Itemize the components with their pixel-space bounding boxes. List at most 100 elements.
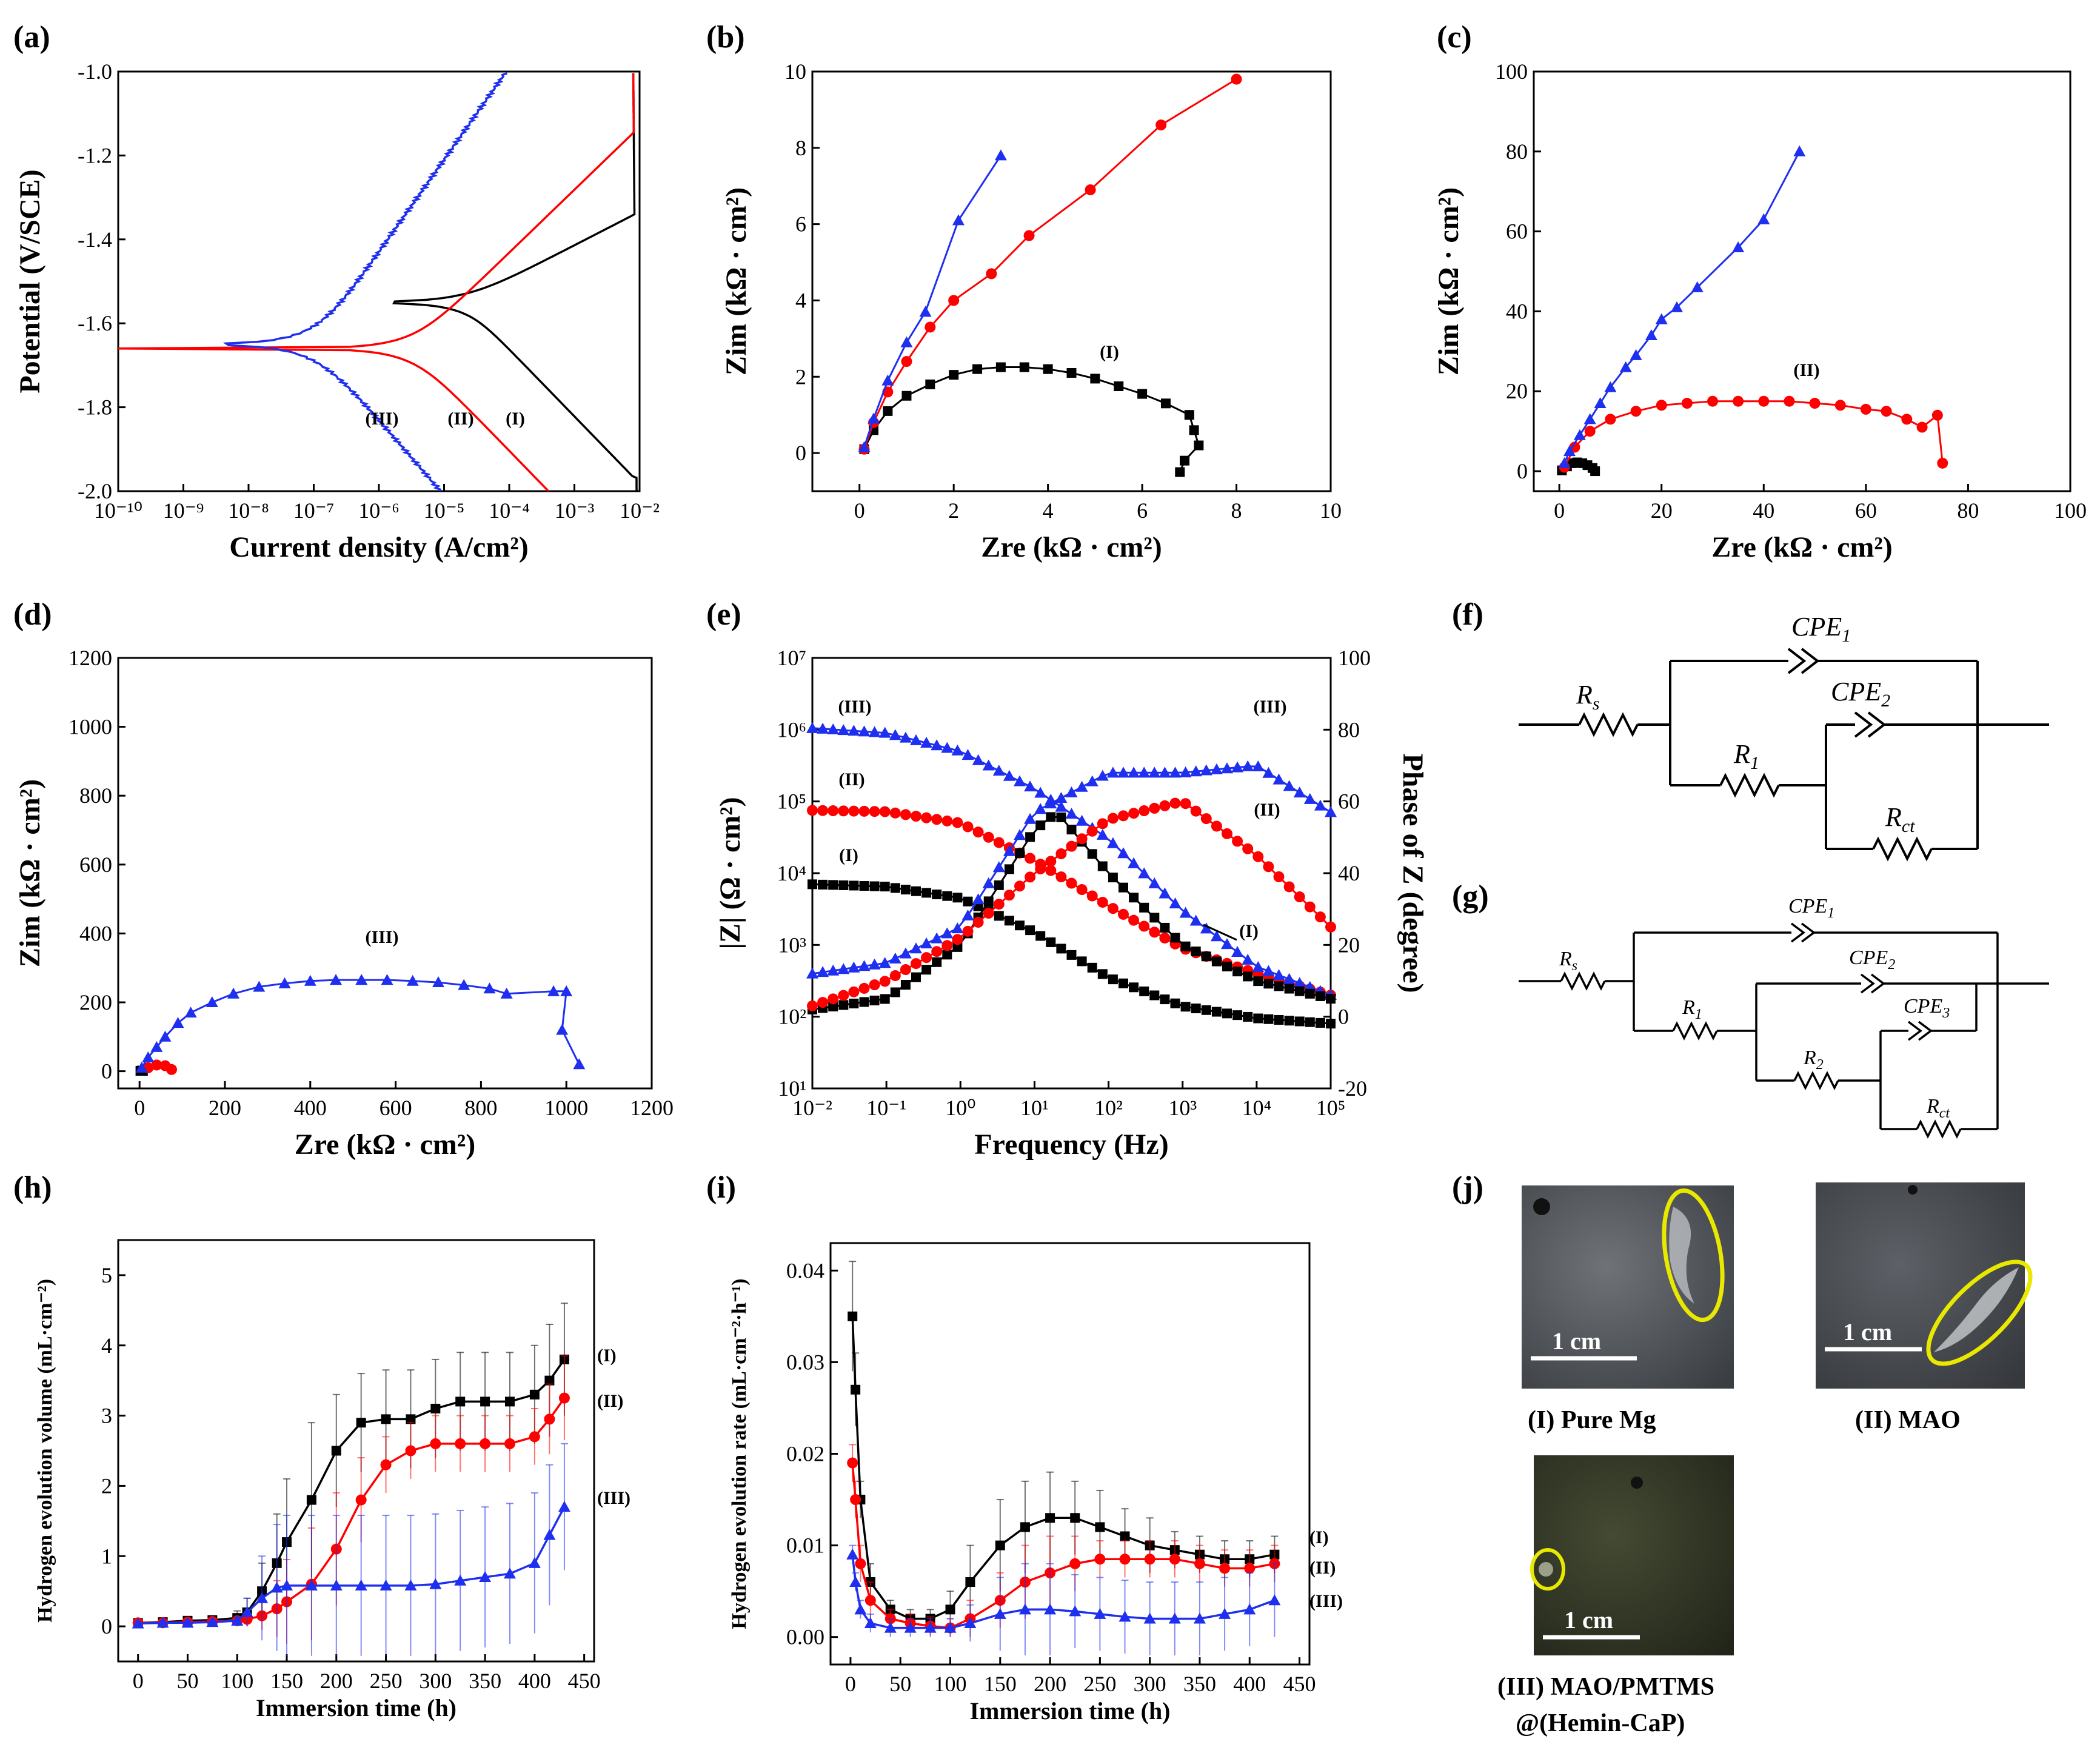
data-point [948,295,960,306]
data-point [868,958,881,970]
data-point [982,877,995,888]
corrosion-area [1934,1267,2019,1352]
data-point [849,1576,862,1587]
data-point [304,974,316,986]
photo-mao: 1 cm (II) MAO [1816,1182,2033,1434]
data-point [1244,1563,1256,1574]
data-point [355,974,368,985]
data-point [1189,765,1202,777]
data-point [558,1392,570,1404]
x-tick-label: 300 [419,1669,452,1693]
data-point [1094,1608,1106,1619]
data-point [900,964,911,976]
data-point [992,765,1005,776]
y-tick-label: -1.4 [78,227,112,252]
y-tick-label: 0 [795,441,806,465]
label-r2: R2 [1803,1047,1824,1073]
x-tick-label: 0 [134,1096,145,1120]
y-tick-label: 8 [795,136,806,160]
label-rs: Rs [1576,680,1600,714]
data-point [455,1438,466,1449]
data-point [558,1501,570,1512]
data-point [945,1604,955,1615]
x-tick-label: 450 [568,1669,601,1693]
x-tick-label: 40 [1753,498,1774,523]
data-point [543,1529,556,1540]
data-point [951,744,964,756]
data-point [1268,1594,1281,1606]
data-point [1222,961,1232,971]
series-line-1 [851,1316,1275,1620]
data-point [910,942,922,954]
y-tick-label: 3 [101,1404,112,1428]
data-point [1035,863,1046,874]
data-point [1201,951,1211,962]
y-tick-label: 10³ [778,933,806,957]
y-tick-label: 2 [101,1473,112,1498]
sample-hole [1533,1198,1550,1215]
x-tick-label: 10⁻¹ [866,1096,906,1120]
data-point [1325,806,1337,817]
data-point [1108,873,1118,883]
x-tick-label: 10³ [1168,1096,1197,1120]
y-tick-label: 0.02 [786,1442,824,1466]
data-point [1325,921,1336,933]
data-point [380,1579,392,1591]
y-tick-label: 4 [795,288,806,312]
curve-annotation: (III) [365,927,398,947]
resistor-rct [1916,1119,1962,1139]
label-rct: Rct [1885,802,1915,836]
panel-label-b: (b) [706,20,745,55]
data-point [1003,890,1015,901]
data-point [1128,808,1140,819]
x-tick-label: 10⁻¹⁰ [94,498,142,523]
data-point [380,1459,392,1470]
x-tick-label: 10⁻⁶ [358,498,400,523]
y2-tick-label: 20 [1338,933,1360,957]
y-tick-label: 800 [79,783,112,808]
data-point [869,995,880,1005]
x-tick-label: 10⁻² [792,1096,832,1120]
data-point [952,942,963,952]
data-point [1075,780,1088,792]
data-point [1784,395,1795,407]
data-point [901,356,912,367]
y-tick-label: 600 [79,853,112,877]
data-point [995,362,1006,372]
data-point [1069,1605,1082,1617]
data-point [1025,925,1035,936]
data-point [1189,914,1202,926]
data-point [838,880,849,890]
x-tick-label: 10 [1320,498,1342,523]
x-tick-label: 350 [1183,1672,1216,1696]
y-axis-label: Hydrogen evolution volume (mL·cm⁻²) [34,1279,56,1623]
data-point [1274,1014,1284,1025]
data-point [1148,877,1161,888]
label-r1: R1 [1733,739,1759,773]
curve-annotation: (I) [597,1346,617,1366]
x-tick-label: 6 [1137,498,1148,523]
data-point [458,979,470,990]
data-point [904,1621,917,1633]
data-point [547,985,560,996]
data-point [1014,880,1025,892]
curve-annotation: (II) [447,409,473,429]
y-tick-label: -1.2 [78,143,112,167]
data-point [972,754,985,765]
data-point [1070,1513,1080,1523]
data-point [1035,931,1046,941]
data-point [1219,1563,1231,1574]
data-point [355,1494,367,1506]
data-point [356,1418,366,1428]
data-point [1860,403,1871,415]
data-point [889,970,901,981]
data-point [983,896,994,907]
data-point [899,731,912,743]
panel-h-hydrogen-volume-chart: 0 50 100 150 200 250 300 350 400 450 0 1 2 3 4 5 Immersi… [34,1239,630,1722]
fit-line-3 [1563,151,1801,464]
data-point [1019,362,1029,372]
data-point [838,805,849,817]
data-point [1138,766,1151,778]
data-point [911,958,921,970]
y-tick-label: 10 [784,59,806,84]
